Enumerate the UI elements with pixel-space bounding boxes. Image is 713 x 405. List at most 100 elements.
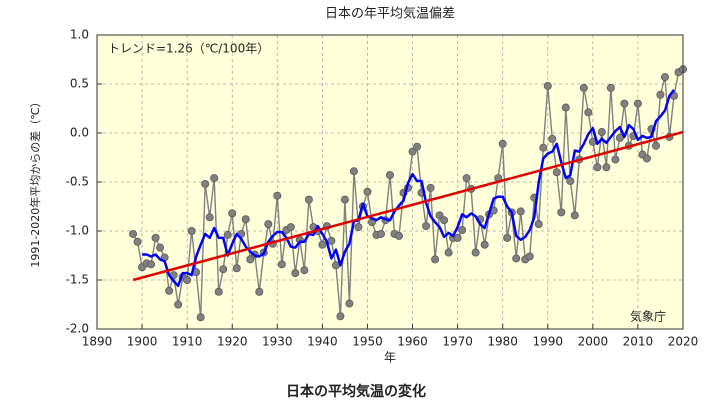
- data-point: [633, 99, 642, 108]
- y-tick-label: -0.5: [66, 175, 89, 189]
- data-point: [503, 233, 512, 242]
- data-point: [471, 248, 480, 257]
- x-tick-label: 1910: [172, 335, 203, 349]
- x-tick-label: 1960: [397, 335, 428, 349]
- data-point: [255, 287, 264, 296]
- chart-title: 日本の年平均気温偏差: [325, 6, 455, 22]
- data-point: [241, 215, 250, 224]
- data-point: [435, 211, 444, 220]
- data-point: [593, 163, 602, 172]
- data-point: [129, 229, 138, 238]
- data-point: [345, 299, 354, 308]
- x-tick-label: 1900: [127, 335, 158, 349]
- data-point: [584, 108, 593, 117]
- source: 気象庁: [630, 309, 666, 324]
- series-line: [142, 89, 675, 288]
- y-tick-label: -1.5: [66, 273, 89, 287]
- data-point: [156, 243, 165, 252]
- x-tick-label: 1980: [487, 335, 518, 349]
- data-point: [620, 99, 629, 108]
- data-point: [561, 103, 570, 112]
- data-point: [444, 248, 453, 257]
- data-point: [656, 90, 665, 99]
- x-tick-label: 1950: [352, 335, 383, 349]
- data-point: [431, 255, 440, 264]
- data-point: [246, 255, 255, 264]
- data-point: [363, 187, 372, 196]
- data-point: [174, 300, 183, 309]
- data-point: [602, 163, 611, 172]
- data-point: [480, 240, 489, 249]
- data-point: [340, 195, 349, 204]
- y-tick-label: -2.0: [66, 322, 89, 336]
- data-point: [349, 167, 358, 176]
- x-tick-label: 1920: [217, 335, 248, 349]
- x-tick-label: 1890: [82, 335, 113, 349]
- data-point: [318, 240, 327, 249]
- data-point: [277, 260, 286, 269]
- data-point: [458, 226, 467, 235]
- data-point: [543, 81, 552, 90]
- data-point: [440, 216, 449, 225]
- plot-frame: [96, 34, 684, 330]
- data-point: [327, 236, 336, 245]
- data-point: [304, 195, 313, 204]
- data-point: [660, 73, 669, 82]
- data-point: [426, 183, 435, 192]
- data-point: [232, 264, 241, 273]
- x-tick-label: 1970: [442, 335, 473, 349]
- data-point: [615, 133, 624, 142]
- data-point: [273, 191, 282, 200]
- series-line: [132, 130, 684, 282]
- x-tick-label: 2010: [623, 335, 654, 349]
- data-point: [201, 179, 210, 188]
- data-point: [570, 211, 579, 220]
- data-point: [151, 233, 160, 242]
- x-tick-label: 2000: [578, 335, 609, 349]
- y-axis-label: 1991-2020年平均からの差（℃）: [28, 96, 42, 267]
- data-point: [210, 174, 219, 183]
- data-point: [187, 226, 196, 235]
- data-point: [557, 208, 566, 217]
- data-point: [219, 265, 228, 274]
- data-point: [214, 287, 223, 296]
- x-axis-label: 年: [384, 351, 396, 365]
- data-point: [196, 313, 205, 322]
- data-point: [413, 142, 422, 151]
- annotation: トレンド=1.26（℃/100年）: [108, 42, 269, 56]
- data-point: [611, 155, 620, 164]
- y-tick-label: -1.0: [66, 224, 89, 238]
- data-point: [408, 147, 417, 156]
- data-point: [516, 207, 525, 216]
- data-point: [133, 237, 142, 246]
- data-point: [606, 83, 615, 92]
- data-point: [183, 275, 192, 284]
- data-point: [579, 83, 588, 92]
- data-point: [264, 220, 273, 229]
- data-point: [525, 252, 534, 261]
- y-tick-label: 0.5: [70, 77, 89, 91]
- x-tick-label: 2020: [668, 335, 699, 349]
- y-tick-label: 0.0: [70, 126, 89, 140]
- x-tick-label: 1940: [307, 335, 338, 349]
- data-point: [453, 233, 462, 242]
- data-point: [534, 220, 543, 229]
- data-point: [376, 229, 385, 238]
- data-point: [286, 223, 295, 232]
- data-point: [147, 260, 156, 269]
- data-point: [548, 134, 557, 143]
- x-tick-label: 1930: [262, 335, 293, 349]
- data-point: [385, 171, 394, 180]
- data-point: [512, 254, 521, 263]
- data-point: [462, 174, 471, 183]
- data-point: [205, 213, 214, 222]
- data-point: [291, 269, 300, 278]
- caption: 日本の平均気温の変化: [286, 383, 426, 400]
- data-point: [354, 223, 363, 232]
- data-point: [336, 312, 345, 321]
- data-point: [422, 222, 431, 231]
- data-point: [300, 266, 309, 275]
- data-point: [228, 209, 237, 218]
- data-point: [552, 168, 561, 177]
